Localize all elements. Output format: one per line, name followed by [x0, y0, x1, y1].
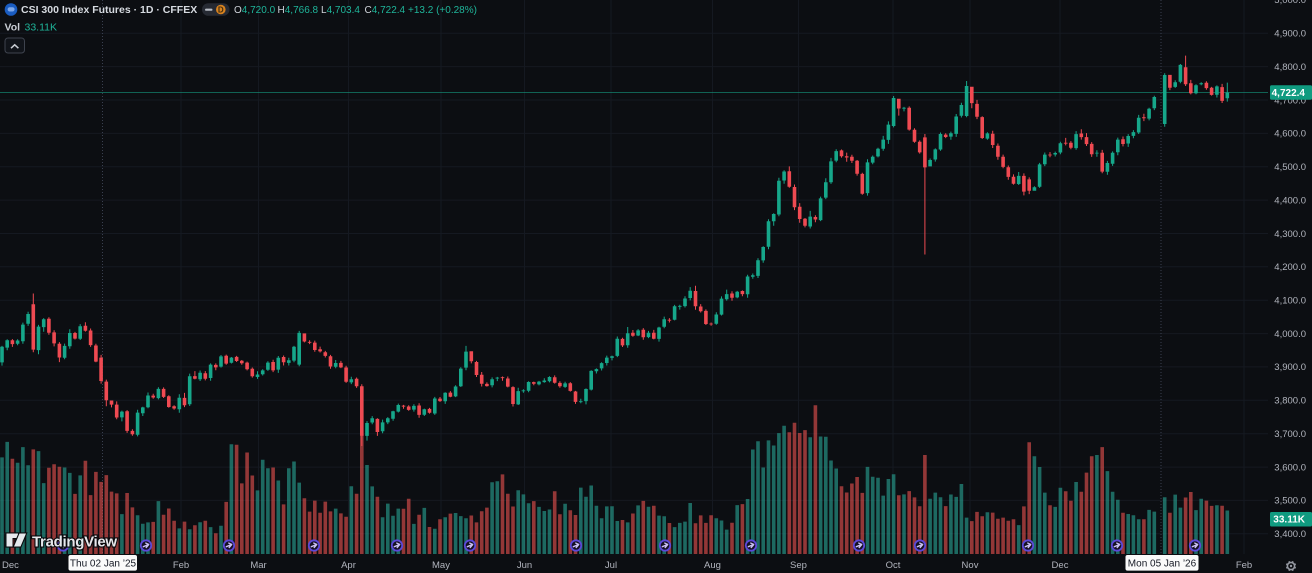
- svg-text:May: May: [432, 560, 450, 571]
- svg-text:4,400.0: 4,400.0: [1274, 195, 1306, 206]
- svg-text:33.11K: 33.11K: [25, 22, 58, 34]
- svg-text:3,600.0: 3,600.0: [1274, 462, 1306, 473]
- svg-text:4,200.0: 4,200.0: [1274, 262, 1306, 273]
- svg-text:4,300.0: 4,300.0: [1274, 229, 1306, 240]
- svg-text:4,000.0: 4,000.0: [1274, 329, 1306, 340]
- svg-text:4,100.0: 4,100.0: [1274, 296, 1306, 307]
- svg-text:Jun: Jun: [517, 560, 532, 571]
- svg-text:Mar: Mar: [250, 560, 266, 571]
- svg-text:Sep: Sep: [790, 560, 807, 571]
- svg-text:Jul: Jul: [605, 560, 617, 571]
- svg-text:Oct: Oct: [886, 560, 901, 571]
- svg-text:Dec: Dec: [1052, 560, 1069, 571]
- svg-text:3,400.0: 3,400.0: [1274, 529, 1306, 540]
- svg-text:4,700.0: 4,700.0: [1274, 95, 1306, 106]
- svg-text:Apr: Apr: [341, 560, 356, 571]
- svg-text:5,000.0: 5,000.0: [1274, 0, 1306, 6]
- svg-text:Feb: Feb: [1236, 560, 1252, 571]
- svg-text:Feb: Feb: [173, 560, 189, 571]
- svg-text:4,900.0: 4,900.0: [1274, 29, 1306, 40]
- svg-text:Nov: Nov: [962, 560, 979, 571]
- svg-text:Dec: Dec: [2, 560, 19, 571]
- svg-text:Aug: Aug: [704, 560, 721, 571]
- svg-text:3,800.0: 3,800.0: [1274, 396, 1306, 407]
- svg-text:TradingView: TradingView: [32, 534, 117, 551]
- svg-text:Thu 02 Jan ’25: Thu 02 Jan ’25: [70, 559, 137, 570]
- svg-text:Mon 05 Jan ’26: Mon 05 Jan ’26: [1128, 559, 1197, 570]
- svg-text:4,800.0: 4,800.0: [1274, 62, 1306, 73]
- svg-text:CSI 300 Index Futures · 1D · C: CSI 300 Index Futures · 1D · CFFEX: [21, 4, 197, 16]
- svg-text:4,722.4: 4,722.4: [1272, 88, 1306, 99]
- svg-text:3,700.0: 3,700.0: [1274, 429, 1306, 440]
- svg-text:33.11K: 33.11K: [1273, 515, 1305, 526]
- svg-text:4,600.0: 4,600.0: [1274, 129, 1306, 140]
- svg-text:3,500.0: 3,500.0: [1274, 496, 1306, 507]
- svg-text:O4,720.0H4,766.8L4,703.4C4,722: O4,720.0 H4,766.8 L4,703.4 C4,722.4 +13.2 (+…: [234, 5, 477, 16]
- svg-text:3,900.0: 3,900.0: [1274, 362, 1306, 373]
- svg-text:Vol: Vol: [5, 22, 21, 34]
- svg-text:D: D: [218, 6, 224, 15]
- svg-text:4,500.0: 4,500.0: [1274, 162, 1306, 173]
